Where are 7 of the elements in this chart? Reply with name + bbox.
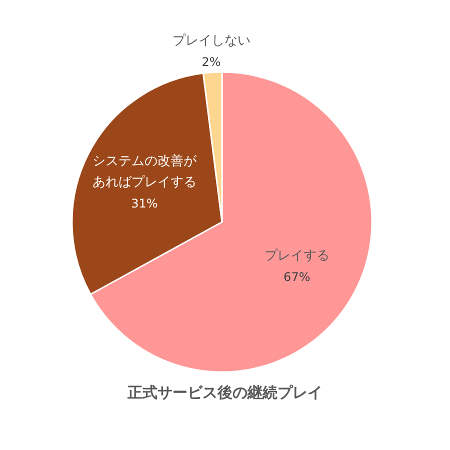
text: 正式サービス後の継続プレイ <box>126 384 322 402</box>
slice-label: プレイする <box>264 248 330 264</box>
slice-label: プレイしない <box>172 34 250 49</box>
data-label: 67% <box>284 270 310 284</box>
slice-label: システムの改善があればプレイする <box>92 153 198 190</box>
data-label: 2% <box>202 55 221 70</box>
data-label: 31% <box>131 196 158 211</box>
